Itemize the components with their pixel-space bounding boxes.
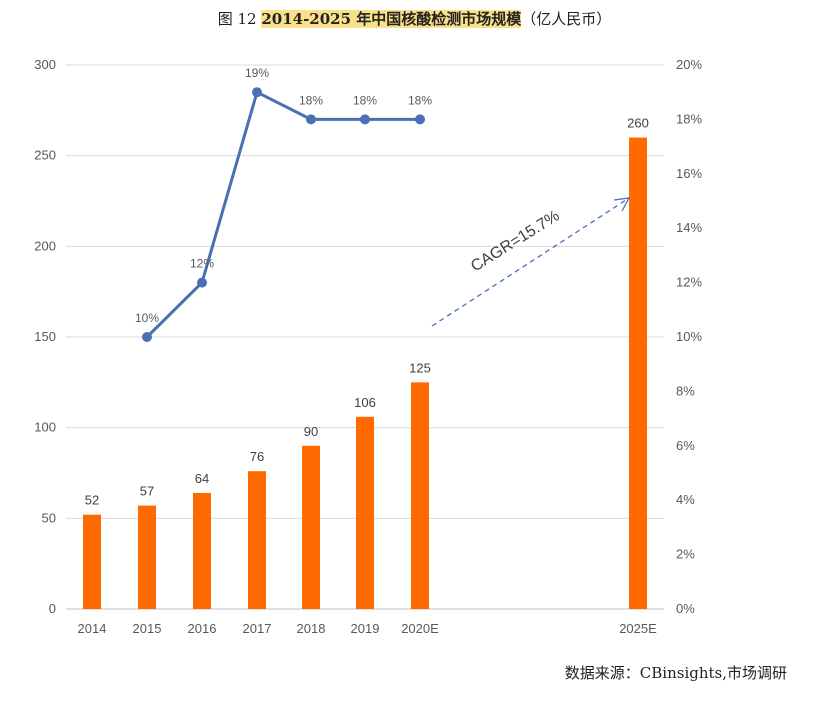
bar-data-label: 125 [409,360,431,375]
x-tick-label: 2025E [619,621,657,636]
growth-data-label: 18% [353,93,377,107]
x-tick-label: 2014 [78,621,107,636]
x-tick-label: 2018 [297,621,326,636]
source-note: 数据来源：CBinsights,市场调研 [564,664,787,682]
y2-tick-label: 16% [676,166,702,181]
y2-tick-label: 12% [676,275,702,290]
growth-point [142,332,152,342]
y-tick-label: 150 [34,329,56,344]
growth-point [252,87,262,98]
y2-tick-label: 8% [676,383,695,398]
bar-data-label: 52 [85,493,99,508]
x-tick-label: 2017 [243,621,272,636]
x-tick-label: 2020E [401,621,439,636]
bar-data-label: 260 [627,116,649,131]
bar [629,137,647,610]
bar-data-label: 106 [354,395,376,410]
bar-data-label: 90 [304,424,318,439]
bar [356,416,374,609]
y2-tick-label: 10% [676,329,702,344]
growth-point [360,114,370,125]
growth-data-label: 18% [299,93,323,107]
growth-data-label: 18% [408,93,432,107]
bar [302,445,320,609]
bar-data-label: 76 [250,449,264,464]
growth-point [415,114,425,125]
cagr-arrow-head [613,197,631,212]
y-tick-label: 100 [34,420,56,435]
growth-data-label: 10% [135,311,159,325]
title-highlight: 2014-2025 年中国核酸检测市场规模 [261,10,522,28]
growth-data-label: 19% [245,66,269,80]
y2-tick-label: 2% [676,547,695,562]
growth-point [197,277,207,288]
y-tick-label: 300 [34,57,56,72]
y2-tick-label: 4% [676,492,695,507]
y2-tick-label: 0% [676,601,695,616]
title-suffix: （亿人民币） [521,10,612,28]
y2-tick-label: 20% [676,57,702,72]
y-tick-label: 50 [42,510,56,525]
growth-point [306,114,316,125]
bar [411,382,429,609]
x-tick-label: 2016 [188,621,217,636]
bar [248,471,266,609]
bar [138,505,156,609]
bar-data-label: 64 [195,471,209,486]
cagr-arrow-line [431,199,627,327]
x-tick-label: 2015 [133,621,162,636]
chart-title: 图 12 2014-2025 年中国核酸检测市场规模（亿人民币） [0,8,829,29]
bar-data-label: 57 [140,484,154,499]
y-tick-label: 200 [34,238,56,253]
y-tick-label: 250 [34,148,56,163]
y2-tick-label: 18% [676,111,702,126]
y2-tick-label: 6% [676,438,695,453]
growth-line [145,90,420,339]
y-tick-label: 0 [49,601,56,616]
y2-tick-label: 14% [676,220,702,235]
growth-data-label: 12% [190,257,214,271]
x-tick-label: 2019 [351,621,380,636]
bar [193,492,211,609]
cagr-annotation: CAGR=15.7% [468,207,563,275]
title-prefix: 图 12 [217,10,262,28]
bar [83,514,101,609]
